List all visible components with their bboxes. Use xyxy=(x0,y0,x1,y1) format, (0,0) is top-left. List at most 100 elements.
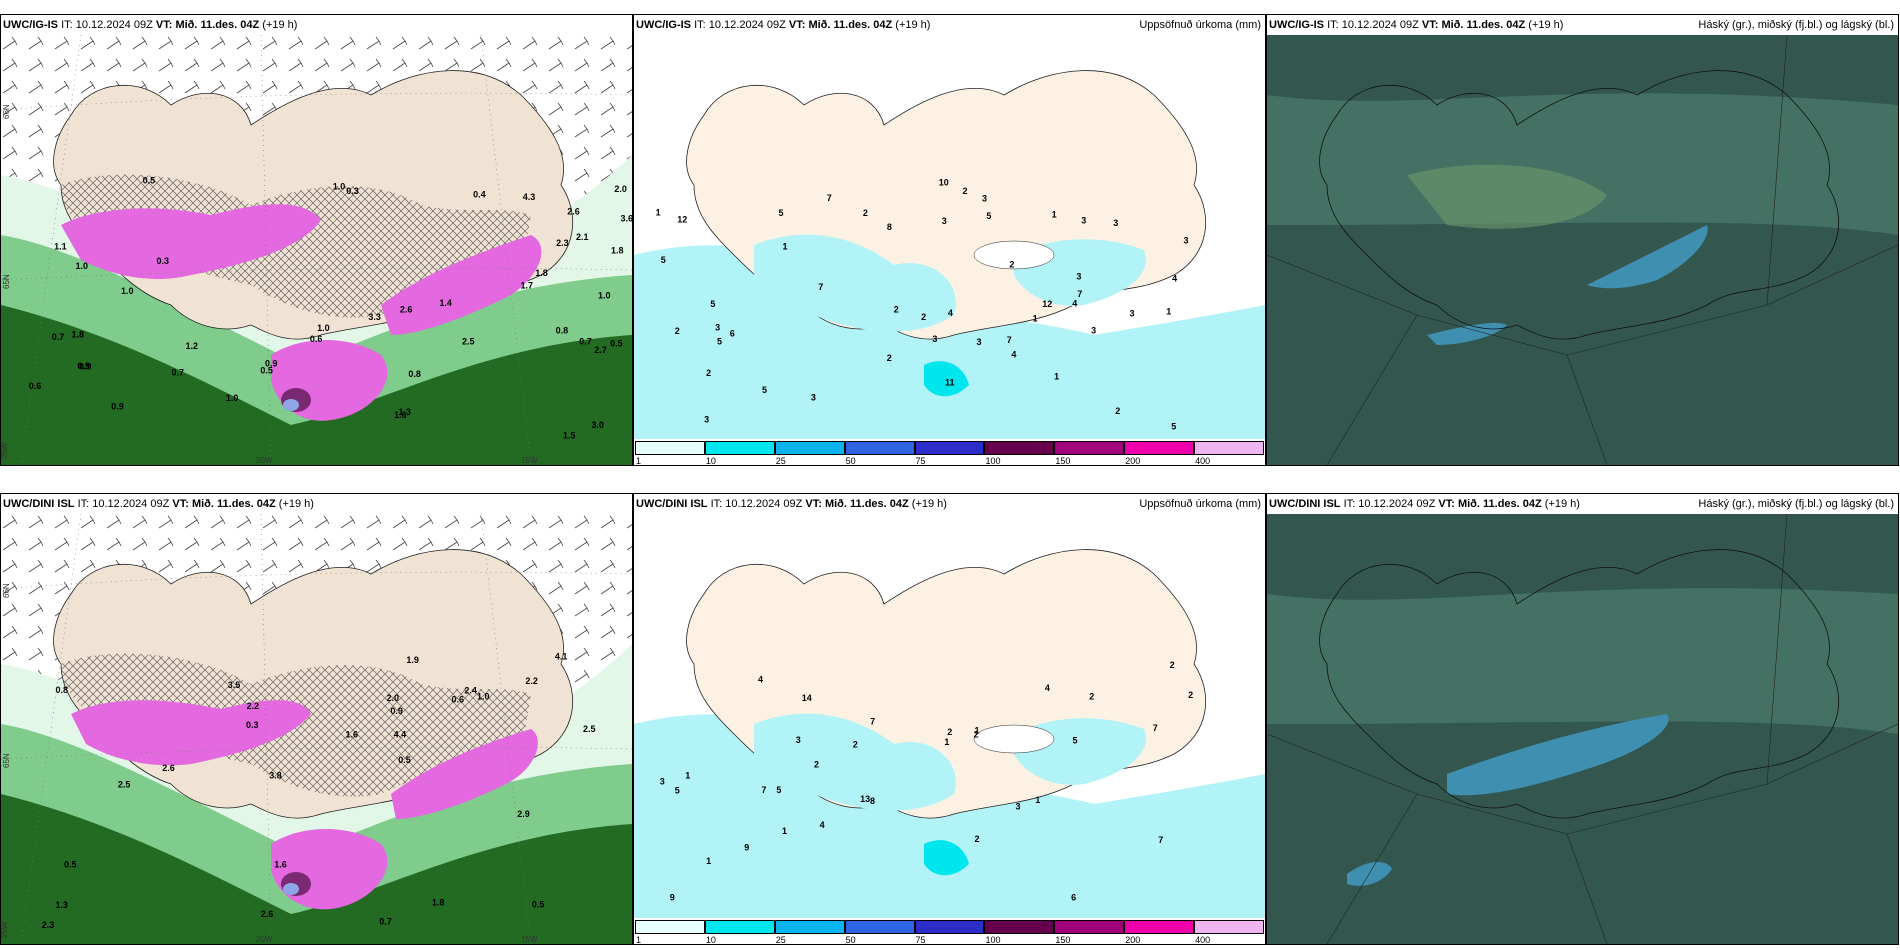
colorbar-tick-label: 10 xyxy=(705,456,716,466)
fir-lines xyxy=(1267,514,1898,944)
value-label: 4.1 xyxy=(555,651,568,661)
value-label: 2 xyxy=(963,186,968,196)
value-label: 2 xyxy=(1188,690,1193,700)
model-name: UWC/IG-IS xyxy=(1269,19,1324,31)
value-label: 0.5 xyxy=(610,339,623,349)
colorbar-swatch xyxy=(1194,441,1264,455)
map-panel-bottom-left: UWC/DINI ISL IT: 10.12.2024 09Z VT: Mið.… xyxy=(0,493,633,945)
cloud-high xyxy=(1407,164,1607,229)
value-label: 7 xyxy=(818,282,823,292)
colorbar-tick-label: 400 xyxy=(1195,456,1211,466)
value-label: 2 xyxy=(1170,660,1175,670)
value-label: 8 xyxy=(887,222,892,232)
colorbar: 1 10 25 50 75 100 150 200 400 xyxy=(634,918,1265,944)
it-label: IT: xyxy=(1343,498,1356,510)
value-label: 0.5 xyxy=(64,859,77,869)
value-label: 7 xyxy=(827,193,832,203)
value-label: 3 xyxy=(1113,218,1118,228)
iceland-outline xyxy=(1319,70,1840,340)
value-label: 1.5 xyxy=(563,431,576,441)
value-label: 2.3 xyxy=(42,920,55,930)
it-label: IT: xyxy=(77,498,90,510)
value-label: 10 xyxy=(939,178,949,188)
vt-label: VT: xyxy=(805,498,822,510)
value-label: 5 xyxy=(710,299,715,309)
value-label: 4 xyxy=(1045,683,1050,693)
value-label: 1 xyxy=(944,737,949,747)
value-label: 1.8 xyxy=(535,268,548,278)
value-label: 2.1 xyxy=(576,232,589,242)
value-label: 2 xyxy=(706,368,711,378)
value-label: 2.6 xyxy=(567,207,580,217)
lon-label-20: 20W xyxy=(256,935,273,944)
value-label: 0.7 xyxy=(172,368,185,378)
value-label: 0.9 xyxy=(390,706,403,716)
value-label: 0.8 xyxy=(408,369,421,379)
value-label: 2.5 xyxy=(583,724,596,734)
value-label: 2 xyxy=(675,326,680,336)
value-label: 2.5 xyxy=(118,779,131,789)
value-label: 0.5 xyxy=(260,365,273,375)
it-value: 10.12.2024 09Z xyxy=(75,19,153,31)
value-label: 2.6 xyxy=(162,763,175,773)
lon-label-15: 15W xyxy=(521,456,538,465)
colorbar-tick-label: 25 xyxy=(775,456,786,466)
value-label: 7 xyxy=(870,716,875,726)
value-label: 1.6 xyxy=(346,729,359,739)
colorbar-swatch xyxy=(774,920,845,934)
value-labels: 0.7 0.3 2.5 4.1 1.3 0.9 0.6 0.5 0.8 1.6 1.0 0.5 3.5 3… xyxy=(42,651,596,930)
value-label: 0.8 xyxy=(56,685,69,695)
model-name: UWC/DINI ISL xyxy=(1269,498,1341,510)
colorbar-tick-label: 400 xyxy=(1195,935,1211,945)
value-label: 7 xyxy=(1158,835,1163,845)
value-label: 3.6 xyxy=(621,213,633,223)
value-label: 8 xyxy=(870,796,875,806)
value-label: 0.3 xyxy=(246,720,259,730)
colorbar-swatch xyxy=(635,441,705,455)
value-label: 1 xyxy=(685,770,690,780)
value-label: 1 xyxy=(706,856,711,866)
snow-region-dark xyxy=(1,794,632,944)
panel-header: UWC/DINI ISL IT: 10.12.2024 09Z VT: Mið.… xyxy=(1267,494,1898,514)
value-label: 2 xyxy=(921,312,926,322)
colorbar-swatch xyxy=(774,441,845,455)
colorbar-swatch xyxy=(704,441,775,455)
value-label: 1 xyxy=(1033,313,1038,323)
colorbar-swatch xyxy=(984,441,1055,455)
value-label: 0.7 xyxy=(579,337,592,347)
value-label: 3 xyxy=(1016,802,1021,812)
value-label: 2.2 xyxy=(247,701,260,711)
colorbar-tick-label: 50 xyxy=(845,935,856,945)
vt-value: Mið. 11.des. 04Z xyxy=(191,498,276,510)
value-label: 12 xyxy=(677,214,687,224)
value-label: 1.0 xyxy=(333,182,346,192)
lon-grid xyxy=(20,514,532,944)
map-panel-top-mid: UWC/IG-IS IT: 10.12.2024 09Z VT: Mið. 11… xyxy=(633,14,1266,466)
value-label: 1.4 xyxy=(439,298,452,308)
value-label: 7 xyxy=(1007,335,1012,345)
value-label: 1 xyxy=(782,826,787,836)
value-label: 3 xyxy=(1184,236,1189,246)
value-label: 3 xyxy=(1091,326,1096,336)
value-label: 3 xyxy=(932,334,937,344)
value-label: 3 xyxy=(811,392,816,402)
panel-header: UWC/DINI ISL IT: 10.12.2024 09Z VT: Mið.… xyxy=(1,494,632,514)
value-label: 1.0 xyxy=(477,692,490,702)
value-label: 12 xyxy=(1042,299,1052,309)
colorbar-swatch xyxy=(984,920,1055,934)
colorbar-tick-label: 150 xyxy=(1055,456,1071,466)
model-name: UWC/DINI ISL xyxy=(636,498,708,510)
lead-time: (+19 h) xyxy=(1528,19,1564,31)
lake-white xyxy=(973,724,1055,754)
value-label: 3 xyxy=(977,337,982,347)
cloud-map xyxy=(1267,35,1898,465)
vt-value: Mið. 11.des. 04Z xyxy=(808,19,893,31)
lead-time: (+19 h) xyxy=(895,19,931,31)
magenta-band-west xyxy=(71,700,311,766)
value-label: 3 xyxy=(942,216,947,226)
colorbar-tick-label: 200 xyxy=(1125,935,1141,945)
map-area: 2 2 3 1 1 2 2 1 2 4 4 3 3 5 5 5 9 9 4 7 6 8 14 7 7 13 2 1 2 7 1 1 2 xyxy=(634,514,1265,918)
value-label: 2 xyxy=(1009,259,1014,269)
value-label: 2.5 xyxy=(462,337,475,347)
map-area: 66N 65N 25W 20W 15W 0.3 0.9 1.1 1.0 0.7 1.0 1.… xyxy=(1,35,632,465)
